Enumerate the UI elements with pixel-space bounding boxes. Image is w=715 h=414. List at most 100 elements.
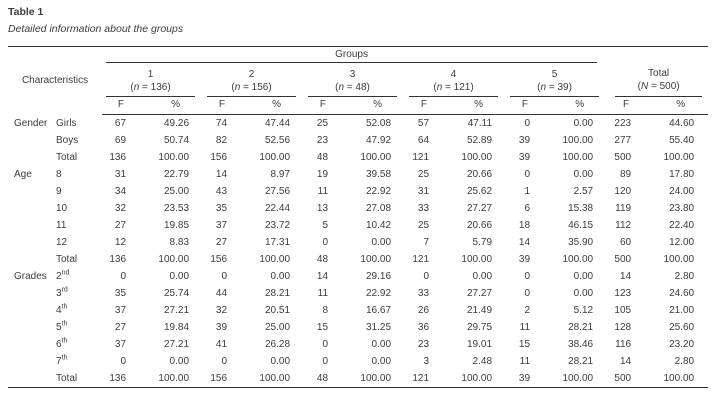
percent-value: 100.00 (562, 152, 594, 163)
percent-value: 0.00 (371, 356, 392, 367)
frequency-value: 18 (518, 220, 531, 231)
pct-column-header: % (342, 97, 406, 115)
frequency-value: 6 (524, 203, 531, 214)
group-4-n: (n = 121) (433, 82, 474, 93)
group-1-number: 1 (147, 69, 154, 80)
percent-value: 47.44 (264, 118, 291, 129)
table-row: 9 34 25.00 43 27.56 11 22.92 31 25.62 1 2.57 120 24.… (8, 183, 708, 200)
percent-value: 21.49 (466, 305, 493, 316)
category-cell (8, 336, 56, 353)
percent-value: 25.60 (669, 322, 695, 333)
frequency-value: 34 (114, 186, 127, 197)
percent-value: 20.66 (466, 220, 493, 231)
frequency-value: 27 (215, 237, 228, 248)
percent-value: 27.08 (365, 203, 392, 214)
percent-value: 23.20 (669, 339, 695, 350)
category-cell (8, 217, 56, 234)
f-column-header: F (102, 97, 141, 115)
frequency-value: 35 (215, 203, 228, 214)
percent-value: 23.72 (264, 220, 291, 231)
percent-value: 100.00 (562, 135, 594, 146)
category-cell (8, 200, 56, 217)
frequency-value: 1 (524, 186, 531, 197)
percent-value: 52.56 (264, 135, 291, 146)
frequency-value: 57 (417, 118, 430, 129)
group-5-number: 5 (551, 69, 558, 80)
percent-value: 0.00 (573, 271, 594, 282)
percent-value: 100.00 (158, 152, 190, 163)
frequency-value: 31 (417, 186, 430, 197)
percent-value: 0.00 (371, 339, 392, 350)
percent-value: 0.00 (270, 271, 291, 282)
frequency-value: 112 (615, 220, 632, 231)
ordinal-suffix: th (61, 354, 68, 362)
percent-value: 100.00 (360, 373, 392, 384)
frequency-value: 223 (614, 118, 632, 129)
row-label: Total (56, 254, 78, 265)
frequency-value: 277 (614, 135, 632, 146)
percent-value: 22.92 (365, 288, 392, 299)
percent-value: 27.21 (163, 339, 190, 350)
percent-value: 2.57 (573, 186, 594, 197)
category-cell (8, 234, 56, 251)
pct-column-header: % (645, 97, 709, 115)
groups-header: Groups (102, 47, 607, 63)
category-cell (8, 149, 56, 166)
percent-value: 22.92 (365, 186, 392, 197)
frequency-value: 121 (412, 152, 430, 163)
percent-value: 46.15 (568, 220, 594, 231)
frequency-value: 14 (316, 271, 329, 282)
frequency-value: 0 (120, 356, 127, 367)
frequency-value: 27 (114, 220, 127, 231)
row-label: 10 (56, 203, 68, 214)
frequency-value: 19 (316, 169, 329, 180)
frequency-value: 3 (423, 356, 430, 367)
frequency-value: 67 (114, 118, 127, 129)
frequency-value: 25 (417, 220, 430, 231)
frequency-value: 82 (215, 135, 228, 146)
table-row: Gender Girls 67 49.26 74 47.44 25 52.08 57 47.11 0… (8, 115, 708, 133)
frequency-value: 23 (316, 135, 329, 146)
table-row: 11 27 19.85 37 23.72 5 10.42 25 20.66 18 46.15 112 2… (8, 217, 708, 234)
frequency-value: 27 (114, 322, 127, 333)
frequency-value: 0 (221, 356, 228, 367)
category-cell: Gender (14, 117, 48, 129)
percent-value: 100.00 (259, 373, 291, 384)
percent-value: 22.79 (163, 169, 190, 180)
percent-value: 28.21 (568, 322, 594, 333)
frequency-value: 0 (524, 288, 531, 299)
table-body: Gender Girls 67 49.26 74 47.44 25 52.08 57 47.11 0… (8, 115, 708, 388)
frequency-value: 8 (322, 305, 329, 316)
percent-value: 29.75 (466, 322, 493, 333)
row-label: 12 (56, 237, 68, 248)
header-row-fp: F % F % F % F % F % F % (8, 97, 709, 115)
percent-value: 24.60 (669, 288, 695, 299)
category-cell (8, 370, 56, 388)
row-label: 6th (56, 337, 68, 350)
row-label: Total (56, 373, 78, 384)
ordinal-suffix: th (61, 303, 68, 311)
frequency-value: 120 (614, 186, 632, 197)
table-row: Age 8 31 22.79 14 8.97 19 39.58 25 20.66 0 0.00 89 17… (8, 166, 708, 183)
category-cell (8, 132, 56, 149)
percent-value: 19.01 (466, 339, 493, 350)
total-header-n: (N = 500) (637, 81, 680, 92)
percent-value: 17.31 (264, 237, 291, 248)
frequency-value: 500 (614, 254, 632, 265)
percent-value: 52.89 (466, 135, 493, 146)
frequency-value: 48 (316, 373, 329, 384)
group-5-header: 5 (n = 39) (506, 63, 607, 97)
percent-value: 100.00 (360, 254, 392, 265)
table-row: Total 136 100.00 156 100.00 48 100.00 121 100.00… (8, 251, 708, 268)
frequency-value: 136 (109, 152, 127, 163)
row-label: Total (56, 152, 78, 163)
group-3-n: (n = 48) (335, 82, 370, 93)
row-label: Boys (56, 135, 79, 146)
frequency-value: 0 (322, 339, 329, 350)
f-column-header: F (506, 97, 545, 115)
percent-value: 100.00 (461, 254, 493, 265)
category-cell (8, 353, 56, 370)
frequency-value: 11 (519, 356, 531, 367)
percent-value: 0.00 (573, 118, 594, 129)
frequency-value: 13 (316, 203, 329, 214)
